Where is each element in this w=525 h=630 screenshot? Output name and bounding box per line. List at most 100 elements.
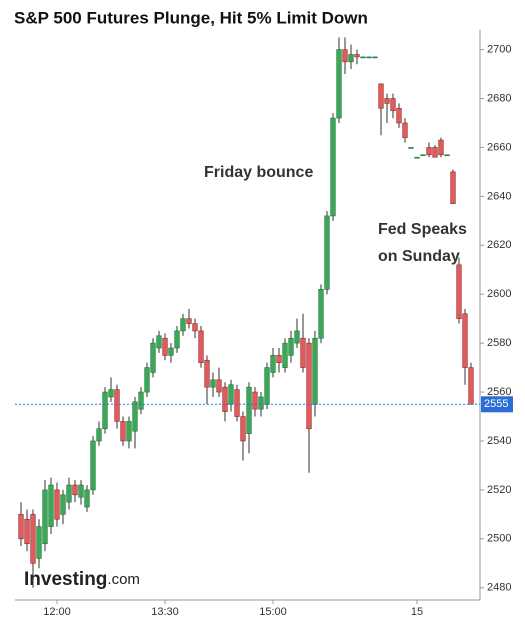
last-price-label: 2555: [484, 398, 508, 410]
candle-body: [144, 367, 150, 393]
candle-body: [234, 389, 240, 417]
candle-body: [414, 156, 420, 159]
x-tick-label: 15: [411, 606, 423, 618]
y-tick-label: 2540: [487, 435, 511, 447]
candle-body: [252, 391, 258, 410]
candle-body: [270, 355, 276, 373]
candle-body: [258, 396, 264, 410]
candle-body: [210, 379, 216, 388]
candle-body: [336, 49, 342, 119]
x-tick-label: 13:30: [151, 606, 179, 618]
candle-body: [456, 264, 462, 319]
candle-body: [450, 171, 456, 204]
y-tick-label: 2480: [487, 582, 511, 594]
candle-body: [354, 54, 360, 58]
candle-body: [306, 342, 312, 430]
candle-body: [390, 98, 396, 112]
x-tick-label: 12:00: [43, 606, 71, 618]
candle-body: [426, 147, 432, 156]
chart-title: S&P 500 Futures Plunge, Hit 5% Limit Dow…: [14, 8, 368, 27]
candle-body: [408, 147, 414, 149]
candle-body: [222, 386, 228, 412]
y-tick-label: 2700: [487, 43, 511, 55]
y-tick-label: 2660: [487, 141, 511, 153]
logo: Investing.com: [24, 569, 140, 590]
y-tick-label: 2560: [487, 386, 511, 398]
candle-body: [276, 355, 282, 364]
candle-body: [24, 518, 30, 545]
candle-body: [294, 330, 300, 344]
annotation: Fed Speaks: [378, 221, 467, 238]
y-tick-label: 2640: [487, 190, 511, 202]
candle-body: [48, 484, 54, 527]
candle-body: [162, 337, 168, 356]
candle-body: [36, 526, 42, 559]
candle-body: [462, 313, 468, 368]
candle-body: [138, 391, 144, 410]
candle-body: [174, 330, 180, 349]
logo-suffix: .com: [107, 571, 140, 588]
candle-body: [108, 389, 114, 398]
candle-body: [372, 56, 378, 59]
candle-body: [384, 98, 390, 104]
candle-body: [120, 421, 126, 442]
candle-body: [90, 440, 96, 491]
candle-body: [228, 384, 234, 405]
candle-body: [168, 347, 174, 356]
candle-body: [72, 484, 78, 496]
candle-body: [84, 489, 90, 508]
y-tick-label: 2620: [487, 239, 511, 251]
candle-body: [156, 335, 162, 349]
x-tick-label: 15:00: [259, 606, 287, 618]
candle-body: [126, 421, 132, 442]
candle-body: [240, 416, 246, 442]
candle-body: [324, 215, 330, 290]
y-tick-label: 2500: [487, 533, 511, 545]
candle-body: [96, 428, 102, 442]
annotation: Friday bounce: [204, 164, 313, 181]
candle-body: [180, 318, 186, 332]
candle-body: [348, 54, 354, 63]
candle-body: [114, 389, 120, 422]
candle-body: [42, 489, 48, 545]
candle-body: [132, 401, 138, 432]
candle-body: [360, 56, 366, 59]
candle-body: [438, 139, 444, 156]
candle-body: [444, 154, 450, 157]
candle-body: [30, 514, 36, 564]
annotation: on Sunday: [378, 248, 460, 265]
candle-body: [186, 318, 192, 324]
candle-body: [378, 83, 384, 109]
candle-body: [396, 107, 402, 124]
candle-body: [330, 117, 336, 217]
candle-body: [198, 330, 204, 364]
candle-body: [432, 147, 438, 158]
y-tick-label: 2680: [487, 92, 511, 104]
candle-body: [18, 514, 24, 540]
candle-body: [192, 323, 198, 332]
candle-body: [366, 56, 372, 59]
candle-body: [66, 484, 72, 503]
candle-body: [288, 337, 294, 356]
last-price-box: [481, 396, 513, 413]
candle-body: [264, 367, 270, 405]
y-tick-label: 2520: [487, 484, 511, 496]
candle-body: [282, 342, 288, 368]
candle-body: [60, 494, 66, 515]
candle-body: [150, 342, 156, 373]
candle-body: [318, 289, 324, 339]
candle-body: [402, 122, 408, 138]
candle-body: [246, 386, 252, 434]
candle-body: [54, 489, 60, 520]
candle-body: [420, 154, 426, 157]
candle-body: [468, 367, 474, 405]
logo-brand: Investing: [24, 569, 107, 590]
candle-body: [300, 337, 306, 368]
candle-body: [78, 484, 84, 498]
candle-body: [204, 359, 210, 388]
candle-body: [312, 337, 318, 405]
candle-body: [342, 49, 348, 63]
y-tick-label: 2580: [487, 337, 511, 349]
candle-body: [102, 391, 108, 430]
